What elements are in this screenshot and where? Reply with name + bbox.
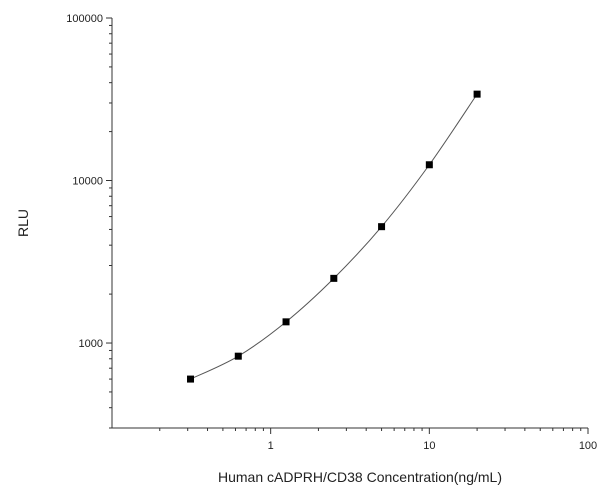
data-point	[425, 161, 433, 169]
x-tick-label: 1	[268, 440, 274, 452]
y-axis-label: RLU	[15, 209, 31, 237]
data-points	[187, 90, 481, 383]
data-point	[234, 352, 242, 360]
data-point	[378, 223, 386, 231]
data-point	[282, 318, 290, 326]
x-tick-label: 100	[579, 440, 597, 452]
data-point	[330, 274, 338, 282]
plot-axes	[111, 18, 588, 429]
y-tick-label: 1000	[79, 338, 103, 350]
y-tick-label: 10000	[72, 176, 103, 188]
x-axis-label: Human cADPRH/CD38 Concentration(ng/mL)	[218, 469, 502, 485]
fit-curve	[190, 93, 478, 380]
data-point	[187, 375, 195, 383]
x-tick-label: 10	[423, 440, 435, 452]
y-tick-label: 100000	[66, 13, 103, 25]
fit-curve-layer	[190, 93, 478, 380]
axis-ticks: 1 10 100 1000 10000 100000	[66, 13, 597, 452]
data-point	[473, 90, 481, 98]
